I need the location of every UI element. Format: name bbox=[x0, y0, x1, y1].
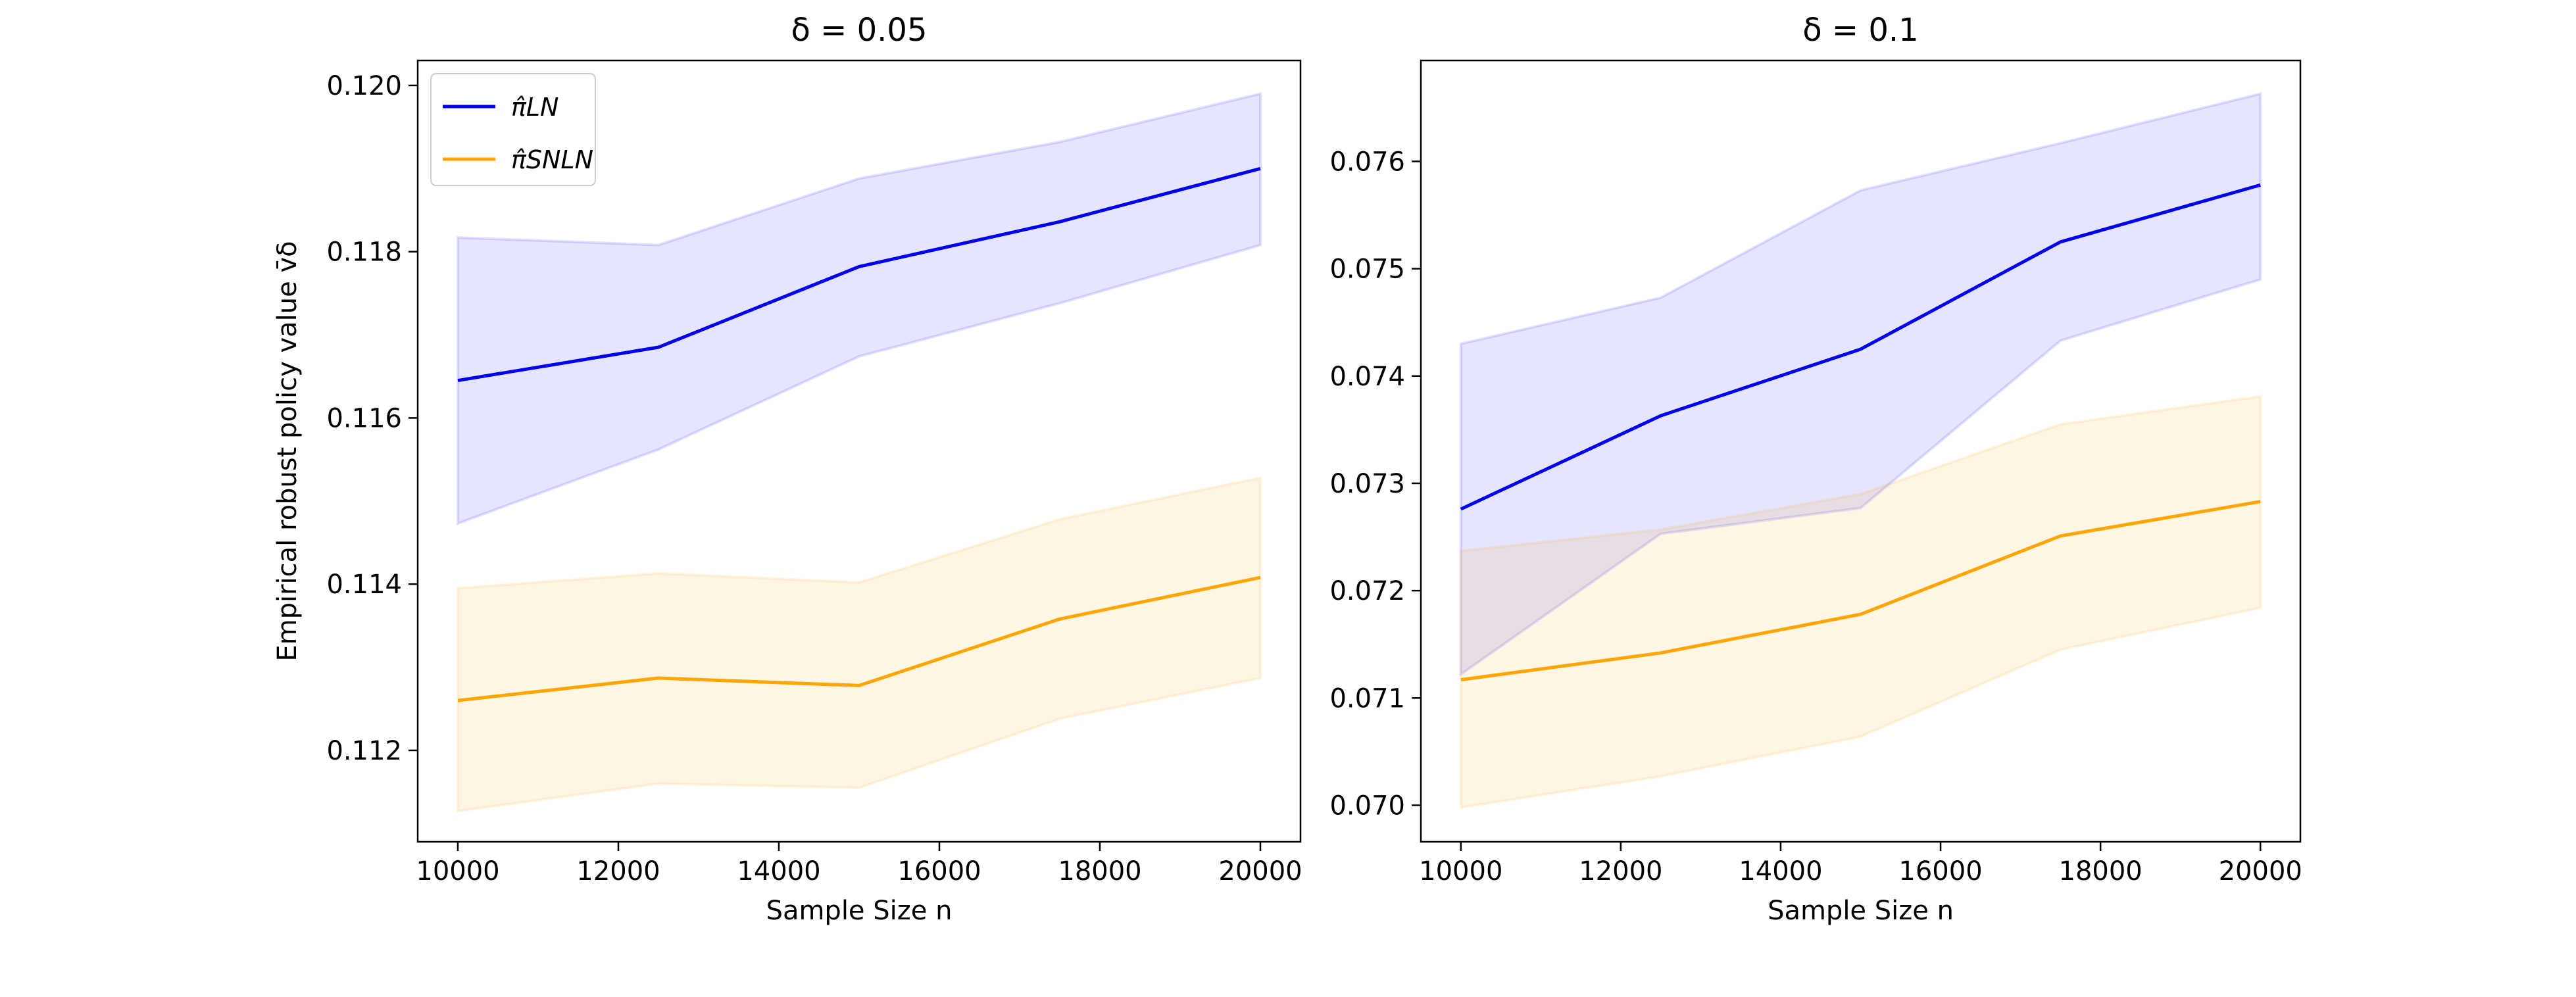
x-tick-label: 10000 bbox=[1419, 856, 1502, 887]
x-tick-label: 16000 bbox=[897, 856, 981, 887]
chart-title: δ = 0.1 bbox=[1802, 12, 1918, 49]
y-tick-label: 0.116 bbox=[326, 403, 402, 433]
y-tick-label: 0.074 bbox=[1329, 362, 1405, 392]
chart-title: δ = 0.05 bbox=[791, 12, 928, 49]
x-tick-label: 20000 bbox=[1218, 856, 1302, 887]
x-tick-label: 12000 bbox=[576, 856, 660, 887]
y-tick-label: 0.075 bbox=[1329, 255, 1405, 285]
confidence-band-snln bbox=[457, 475, 1262, 813]
x-tick-label: 18000 bbox=[2059, 856, 2143, 887]
y-tick-label: 0.073 bbox=[1329, 469, 1405, 499]
y-tick-label: 0.070 bbox=[1329, 791, 1405, 821]
y-tick-label: 0.114 bbox=[326, 570, 402, 600]
x-tick-label: 10000 bbox=[416, 856, 499, 887]
x-tick-label: 16000 bbox=[1898, 856, 1982, 887]
x-axis-label: Sample Size n bbox=[766, 896, 953, 926]
legend-label-snln: π̂SNLN bbox=[511, 145, 593, 174]
x-axis-label: Sample Size n bbox=[1768, 896, 1954, 926]
x-tick-label: 20000 bbox=[2219, 856, 2302, 887]
y-tick-label: 0.120 bbox=[326, 71, 402, 101]
y-tick-label: 0.112 bbox=[326, 736, 402, 766]
confidence-band-ln bbox=[457, 92, 1262, 525]
axes-frame bbox=[1420, 59, 2302, 843]
legend-label-ln: π̂LN bbox=[511, 93, 558, 122]
chart-panel-2: 10000 12000 14000 16000 18000 20000 0.070 0.071… bbox=[1329, 12, 2302, 926]
x-tick-label: 14000 bbox=[1739, 856, 1822, 887]
confidence-band-ln bbox=[1459, 92, 2262, 677]
y-axis-label: Empirical robust policy value v̄δ bbox=[272, 241, 303, 661]
y-tick-label: 0.071 bbox=[1329, 683, 1405, 714]
axes-frame bbox=[416, 59, 1302, 843]
y-tick-label: 0.072 bbox=[1329, 576, 1405, 606]
x-tick-label: 14000 bbox=[737, 856, 820, 887]
y-tick-label: 0.076 bbox=[1329, 147, 1405, 177]
legend: π̂LN π̂SNLN bbox=[430, 73, 596, 186]
x-tick-label: 18000 bbox=[1058, 856, 1141, 887]
confidence-band-snln bbox=[1459, 395, 2262, 810]
y-tick-label: 0.118 bbox=[326, 237, 402, 268]
x-tick-label: 12000 bbox=[1579, 856, 1662, 887]
chart-panel-1: 10000 12000 14000 16000 18000 20000 0.112 0.114… bbox=[272, 12, 1302, 926]
